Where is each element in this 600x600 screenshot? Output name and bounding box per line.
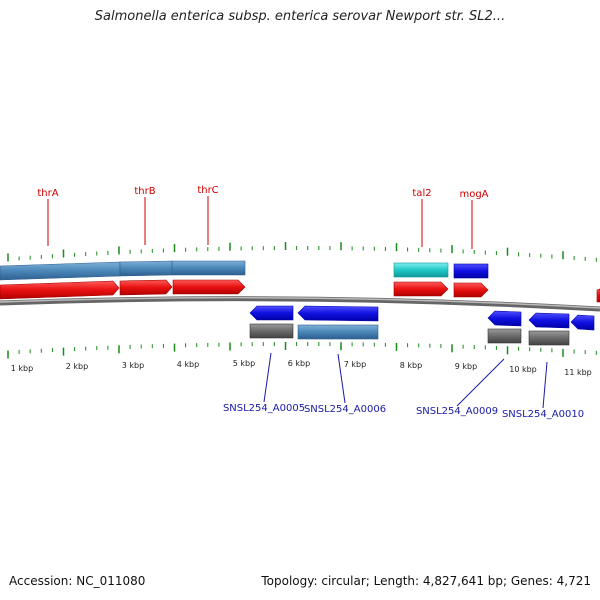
cds-arrow-mogA[interactable] <box>453 282 489 298</box>
gene-label-SNSL254_A0010[interactable]: SNSL254_A0010 <box>502 409 584 420</box>
gene-label-thrB[interactable]: thrB <box>134 186 155 197</box>
leader-line-SNSL254_A0009 <box>456 358 505 407</box>
kbp-label: 11 kbp <box>564 368 592 377</box>
cds-arrow-tal2[interactable] <box>393 281 449 297</box>
gene-bar-mogA[interactable] <box>453 263 489 279</box>
leader-line-SNSL254_A0005 <box>263 352 272 403</box>
forward-gene-track <box>0 260 489 281</box>
genome-summary-label: Topology: circular; Length: 4,827,641 bp… <box>261 574 591 588</box>
cds-arrow-SNSL254_A0006[interactable] <box>297 305 379 322</box>
kbp-label: 6 kbp <box>288 359 310 368</box>
gene-bar-thrB[interactable] <box>119 260 173 277</box>
bottom-tick-marks <box>7 342 597 359</box>
kbp-scale-labels: 1 kbp 2 kbp 3 kbp 4 kbp 5 kbp 6 kbp 7 kb… <box>11 359 592 377</box>
gene-bar-SNSL254_A0005[interactable] <box>249 323 294 339</box>
gene-label-tal2[interactable]: tal2 <box>412 188 431 199</box>
forward-cds-track <box>0 279 600 303</box>
cds-arrow-thrC[interactable] <box>172 279 246 295</box>
cds-arrow-SNSL254_A0010[interactable] <box>528 312 570 329</box>
gene-bar-SNSL254_A0009[interactable] <box>487 328 522 344</box>
gene-label-thrC[interactable]: thrC <box>197 185 218 196</box>
top-tick-marks <box>7 242 597 262</box>
bottom-gene-labels: SNSL254_A0005 SNSL254_A0006 SNSL254_A000… <box>223 352 584 420</box>
kbp-label: 2 kbp <box>66 362 88 371</box>
cds-arrow-edge-right[interactable] <box>570 314 595 331</box>
kbp-label: 7 kbp <box>344 360 366 369</box>
gene-label-SNSL254_A0009[interactable]: SNSL254_A0009 <box>416 406 498 417</box>
kbp-label: 9 kbp <box>455 362 477 371</box>
kbp-label: 8 kbp <box>400 361 422 370</box>
gene-label-SNSL254_A0005[interactable]: SNSL254_A0005 <box>223 403 305 414</box>
gene-bar-thrC[interactable] <box>171 260 246 276</box>
accession-label: Accession: NC_011080 <box>9 574 146 588</box>
gene-label-thrA[interactable]: thrA <box>37 188 58 199</box>
top-gene-labels: thrA thrB thrC tal2 mogA <box>37 185 489 249</box>
kbp-label: 4 kbp <box>177 360 199 369</box>
cds-arrow-SNSL254_A0005[interactable] <box>249 305 294 321</box>
gene-bar-SNSL254_A0010[interactable] <box>528 330 570 346</box>
kbp-label: 3 kbp <box>122 361 144 370</box>
reverse-gene-track <box>249 323 570 346</box>
gene-bar-thrA[interactable] <box>0 261 121 281</box>
cds-arrow-SNSL254_A0009[interactable] <box>487 310 522 327</box>
kbp-label: 1 kbp <box>11 364 33 373</box>
gene-label-mogA[interactable]: mogA <box>459 189 488 200</box>
gene-bar-SNSL254_A0006[interactable] <box>297 324 379 340</box>
leader-line-SNSL254_A0010 <box>542 361 548 409</box>
kbp-label: 5 kbp <box>233 359 255 368</box>
gene-label-SNSL254_A0006[interactable]: SNSL254_A0006 <box>304 404 386 415</box>
genome-backbone-highlight <box>0 296 600 309</box>
cds-arrow-thrA[interactable] <box>0 280 120 300</box>
reverse-cds-track <box>249 305 595 331</box>
kbp-label: 10 kbp <box>509 365 537 374</box>
rna-bar-tal2[interactable] <box>393 262 449 278</box>
cds-arrow-edge[interactable] <box>596 288 600 303</box>
cds-arrow-thrB[interactable] <box>119 279 173 296</box>
leader-line-SNSL254_A0006 <box>337 353 346 404</box>
genome-title: Salmonella enterica subsp. enterica sero… <box>94 9 506 24</box>
genome-backbone <box>0 296 600 312</box>
